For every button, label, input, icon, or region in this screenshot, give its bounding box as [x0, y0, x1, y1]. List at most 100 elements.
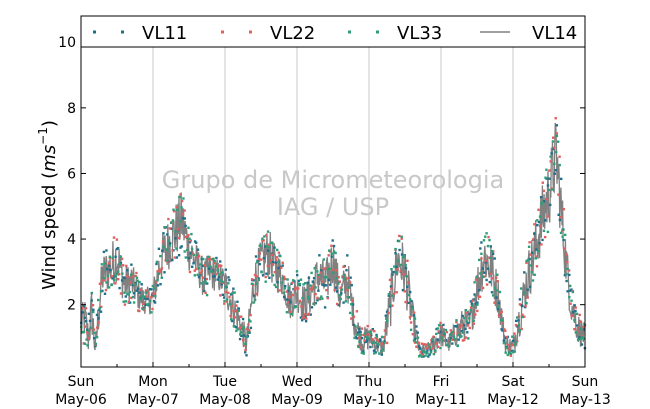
data-point: [255, 282, 258, 285]
data-point: [473, 281, 476, 284]
data-point: [342, 301, 345, 304]
data-point: [468, 312, 471, 316]
data-point: [241, 327, 244, 331]
data-point: [508, 347, 511, 350]
x-tick-day-label: Thu: [355, 374, 382, 390]
data-point: [167, 217, 170, 221]
data-point: [415, 325, 418, 328]
data-point: [108, 255, 112, 258]
data-point: [380, 353, 383, 356]
data-point: [461, 314, 464, 318]
data-point: [457, 333, 461, 336]
data-point: [463, 317, 466, 320]
data-point: [578, 336, 581, 339]
data-point: [270, 253, 274, 256]
data-point: [258, 252, 261, 255]
data-point: [571, 311, 575, 314]
data-point: [254, 255, 258, 258]
data-point: [160, 267, 164, 270]
data-point: [580, 336, 584, 339]
data-point: [190, 247, 194, 251]
data-point: [525, 261, 528, 264]
data-point: [392, 270, 395, 274]
data-point: [358, 340, 361, 343]
data-point: [146, 303, 149, 306]
data-point: [248, 331, 251, 334]
data-point: [156, 279, 159, 282]
data-point: [450, 337, 453, 340]
data-point: [92, 308, 95, 311]
data-point: [369, 332, 373, 335]
data-point: [83, 325, 87, 328]
data-point: [523, 315, 526, 318]
data-point: [474, 278, 478, 281]
data-point: [509, 351, 512, 355]
data-point: [546, 184, 550, 187]
data-point: [176, 208, 179, 212]
data-point: [451, 342, 454, 345]
data-point: [182, 197, 185, 200]
data-point: [275, 258, 278, 262]
data-point: [409, 328, 413, 331]
data-point: [150, 311, 153, 314]
data-point: [215, 256, 218, 260]
data-point: [266, 264, 269, 267]
data-point: [575, 312, 579, 316]
data-point: [557, 193, 560, 196]
data-point: [175, 256, 178, 259]
data-point: [288, 299, 291, 302]
data-point: [576, 330, 579, 333]
data-point: [350, 303, 353, 306]
data-point: [480, 241, 483, 244]
data-point: [385, 317, 388, 320]
data-point: [378, 352, 381, 355]
data-point: [227, 291, 230, 295]
data-point: [227, 282, 230, 285]
data-point: [376, 345, 380, 348]
data-point: [106, 277, 109, 281]
data-point: [319, 271, 322, 274]
data-point: [95, 336, 99, 339]
data-point: [374, 351, 377, 354]
data-point: [286, 300, 290, 304]
data-point: [362, 350, 365, 353]
x-tick-day-label: Fri: [433, 374, 450, 390]
data-point: [479, 247, 482, 250]
data-point: [298, 299, 302, 303]
data-point: [123, 291, 126, 294]
data-point: [345, 269, 348, 272]
data-point: [334, 251, 337, 255]
data-point: [192, 262, 195, 265]
data-point: [489, 256, 492, 260]
data-point: [294, 305, 298, 308]
data-point: [463, 324, 466, 327]
data-point: [286, 278, 289, 281]
data-point: [252, 301, 255, 304]
data-point: [452, 335, 456, 338]
data-point: [102, 277, 105, 280]
data-point: [144, 303, 147, 306]
data-point: [383, 329, 387, 332]
data-point: [493, 257, 496, 260]
data-point: [488, 280, 491, 284]
data-point: [353, 336, 356, 340]
data-point: [326, 267, 329, 271]
data-point: [580, 343, 584, 346]
data-point: [320, 295, 323, 298]
data-point: [553, 146, 556, 150]
data-point: [474, 313, 477, 316]
data-point: [509, 354, 512, 357]
data-point: [464, 309, 468, 312]
data-point: [188, 237, 191, 240]
data-point: [448, 339, 452, 343]
data-point: [403, 254, 406, 257]
data-point: [84, 320, 88, 323]
data-point: [541, 238, 544, 242]
data-point: [421, 353, 425, 356]
data-point: [324, 284, 328, 287]
data-point: [125, 264, 128, 268]
data-point: [360, 327, 364, 330]
data-point: [514, 324, 518, 327]
data-point: [155, 262, 158, 266]
data-point: [304, 320, 308, 323]
